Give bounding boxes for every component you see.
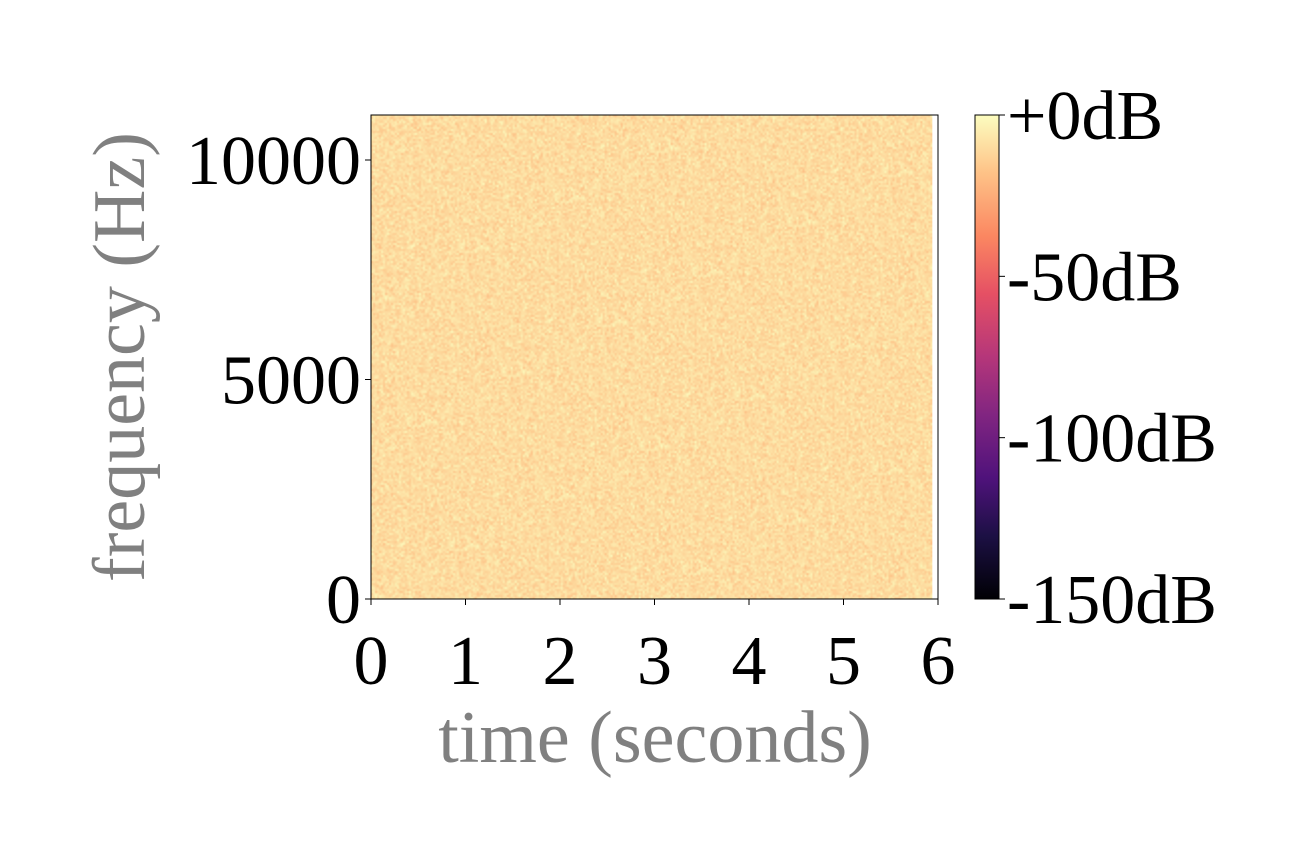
colorbar-gradient (974, 114, 1000, 600)
x-tick-label: 5 (826, 623, 861, 700)
colorbar-ticks: +0dB -50dB -100dB -150dB (999, 78, 1217, 639)
x-tick-label: 3 (637, 623, 672, 700)
x-tick-label: 0 (354, 623, 389, 700)
colorbar-tick-label: +0dB (1007, 78, 1163, 155)
y-tick-label: 10000 (186, 123, 361, 200)
x-axis-title: time (seconds) (438, 697, 872, 779)
spectrogram-image (371, 115, 933, 599)
y-axis: 0 5000 10000 (186, 123, 371, 639)
x-tick-label: 2 (543, 623, 578, 700)
spectrogram-plot-area (370, 114, 939, 600)
colorbar-tick-label: -100dB (1007, 401, 1217, 478)
colorbar-tick-label: -150dB (1007, 562, 1217, 639)
colorbar: +0dB -50dB -100dB -150dB (974, 78, 1217, 639)
x-tick-label: 6 (921, 623, 956, 700)
y-axis-title: frequency (Hz) (79, 132, 161, 582)
x-tick-label: 4 (732, 623, 767, 700)
y-tick-label: 0 (326, 562, 361, 639)
x-tick-label: 1 (448, 623, 483, 700)
y-tick-label: 5000 (221, 342, 361, 419)
colorbar-tick-label: -50dB (1007, 239, 1182, 316)
